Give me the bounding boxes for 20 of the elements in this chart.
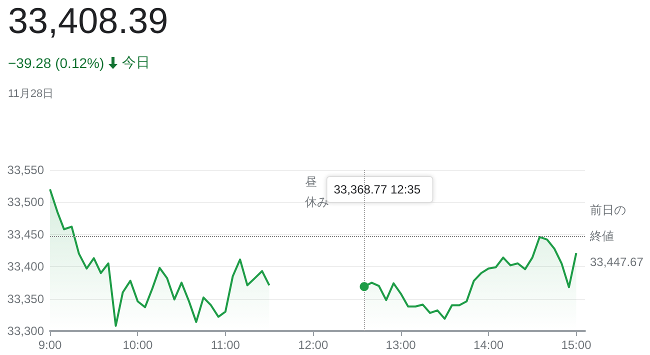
y-tick-label: 33,400: [7, 260, 44, 274]
annotation: 33,368.77 12:35: [334, 182, 421, 196]
x-tick-label: 15:00: [561, 338, 592, 352]
text: 11月28日: [8, 87, 54, 101]
y-tick-label: 33,450: [7, 227, 44, 242]
ref-line-label: 前日の終値33,447.67: [589, 202, 644, 269]
text: 今日: [122, 54, 150, 72]
chart-title: 33,408.39: [8, 0, 168, 42]
y-tick-label: 33,550: [7, 163, 44, 177]
annotation: 昼休み: [305, 175, 330, 209]
x-tick-label: 10:00: [122, 338, 154, 352]
y-tick-label: 33,350: [7, 292, 44, 306]
x-tick-label: 13:00: [386, 338, 416, 352]
x-tick-label: 14:00: [474, 338, 504, 352]
y-tick-label: 33,300: [7, 324, 44, 338]
x-tick-label: 11:00: [210, 338, 240, 352]
y-tick-label: 33,500: [7, 195, 44, 210]
chart-subtitle: −39.28 (0.12%): [8, 55, 104, 71]
x-tick-label: 12:00: [298, 338, 328, 352]
x-tick-label: 9:00: [38, 338, 62, 352]
